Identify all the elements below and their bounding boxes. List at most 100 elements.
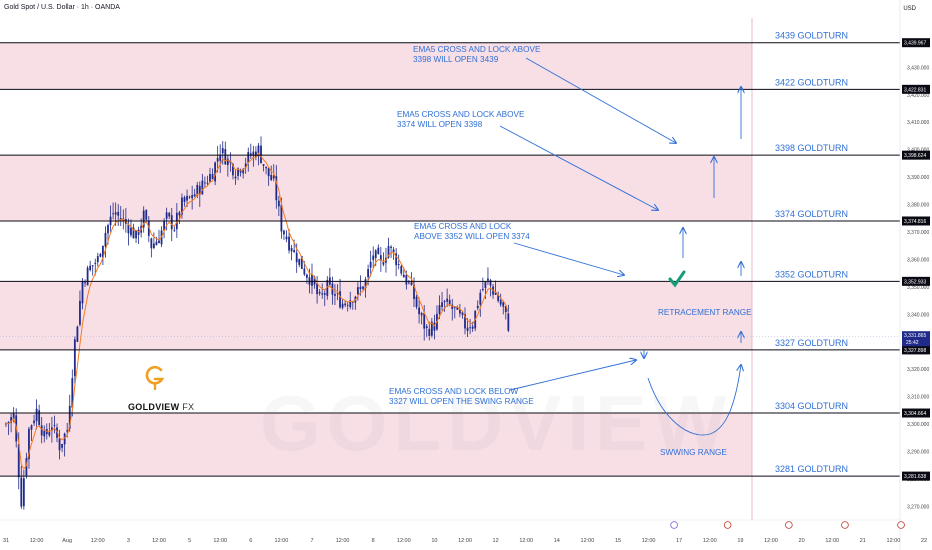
event-flag-icon[interactable]: [723, 521, 732, 529]
price-axis[interactable]: 3,270.0003,280.0003,290.0003,300.0003,31…: [902, 38, 930, 510]
candle-body: [224, 149, 227, 165]
candle-body: [76, 326, 79, 342]
candle-body: [372, 255, 375, 260]
annotation-arrow: [509, 360, 636, 391]
candle-body: [275, 176, 278, 201]
logo-mark-icon: [145, 365, 165, 390]
candle-body: [260, 145, 262, 163]
candle-body: [400, 266, 403, 274]
candle-body: [295, 252, 298, 263]
candle-body: [25, 458, 28, 476]
candle-body: [494, 292, 497, 295]
x-tick-label: 12:00: [336, 538, 350, 544]
candle-body: [374, 250, 377, 259]
candle-body: [81, 281, 84, 304]
current-price-tag-bg: [902, 331, 930, 347]
candle-body: [364, 279, 367, 288]
candle-body: [277, 200, 280, 207]
annotation-arrow: [513, 242, 624, 275]
candle-body: [300, 256, 303, 269]
candle-body: [30, 425, 33, 430]
event-lightning-icon[interactable]: [670, 521, 678, 529]
logo-suffix: FX: [182, 402, 195, 412]
level-tag-bg: [902, 276, 930, 286]
x-tick-label: 12:00: [30, 538, 44, 544]
candle-body: [415, 296, 418, 308]
candle-body: [359, 286, 362, 290]
candle-body: [283, 230, 285, 235]
candle-body: [476, 305, 479, 309]
level-tag-3439: 3,439.967: [904, 41, 926, 47]
x-tick-label: 14: [554, 538, 560, 544]
candle-body: [79, 300, 81, 325]
annotation-text-1: EMA5 CROSS AND LOCK ABOVE: [397, 110, 525, 119]
level-label-3352: 3352 GOLDTURN: [775, 269, 848, 279]
candle-body: [306, 274, 308, 278]
candle-body: [91, 265, 94, 267]
candle-body: [237, 168, 239, 176]
candle-body: [186, 195, 188, 201]
candle-body: [471, 326, 474, 329]
candle-body: [382, 262, 385, 265]
y-tick-label: 3,410.000: [907, 120, 929, 126]
candle-body: [119, 218, 122, 220]
zone-2: [0, 281, 752, 350]
candle-body: [201, 180, 204, 195]
annotation-text-0: EMA5 CROSS AND LOCK ABOVE: [413, 45, 541, 54]
candle-body: [168, 212, 171, 217]
event-flag-icon[interactable]: [841, 521, 849, 529]
candle-body: [459, 309, 461, 314]
candle-body: [163, 221, 165, 231]
candle-body: [96, 256, 99, 263]
candle-body: [206, 182, 209, 184]
candle-body: [499, 300, 502, 305]
x-tick-label: 5: [188, 538, 191, 544]
candle-body: [270, 175, 273, 181]
candle-body: [265, 166, 267, 169]
event-flag-icon[interactable]: [785, 521, 793, 529]
x-tick-label: 12:00: [458, 538, 472, 544]
event-flag-icon[interactable]: [897, 521, 905, 529]
candle-body: [127, 224, 130, 234]
candle-body: [211, 174, 214, 180]
swing-range-arrow: [647, 365, 741, 436]
x-tick-label: 6: [249, 538, 252, 544]
candle-body: [204, 182, 206, 184]
x-tick-label: 8: [372, 538, 375, 544]
candle-body: [12, 413, 15, 420]
level-label-3439: 3439 GOLDTURN: [775, 31, 848, 41]
annotation-arrow: [525, 57, 676, 143]
candle-body: [249, 153, 252, 156]
candle-body: [68, 405, 71, 429]
candle-body: [487, 278, 489, 281]
y-tick-label: 3,360.000: [907, 257, 929, 263]
candle-body: [377, 247, 380, 255]
candle-body: [214, 162, 216, 182]
candle-body: [316, 283, 318, 295]
candle-body: [402, 274, 405, 278]
candle-body: [86, 267, 89, 286]
candle-body: [413, 284, 415, 300]
level-label-3398: 3398 GOLDTURN: [775, 143, 848, 153]
x-tick-label: 12:00: [825, 538, 839, 544]
level-tag-bg: [902, 38, 930, 48]
candle-body: [423, 312, 426, 329]
annotation-text-4: 3327 WILL OPEN THE SWING RANGE: [389, 397, 534, 406]
candle-body: [114, 212, 117, 215]
candle-body: [158, 240, 160, 244]
candle-body: [504, 306, 507, 313]
level-tag-3398: 3,398.624: [904, 153, 926, 159]
candle-body: [84, 282, 86, 284]
level-label-3304: 3304 GOLDTURN: [775, 401, 848, 411]
candle-body: [130, 227, 132, 236]
candle-body: [51, 427, 53, 431]
candle-body: [153, 243, 155, 248]
candle-body: [339, 291, 341, 308]
candle-body: [94, 262, 97, 264]
candle-body: [216, 158, 219, 162]
candle-body: [433, 322, 436, 331]
candle-body: [112, 213, 114, 215]
x-tick-label: 12:00: [764, 538, 778, 544]
